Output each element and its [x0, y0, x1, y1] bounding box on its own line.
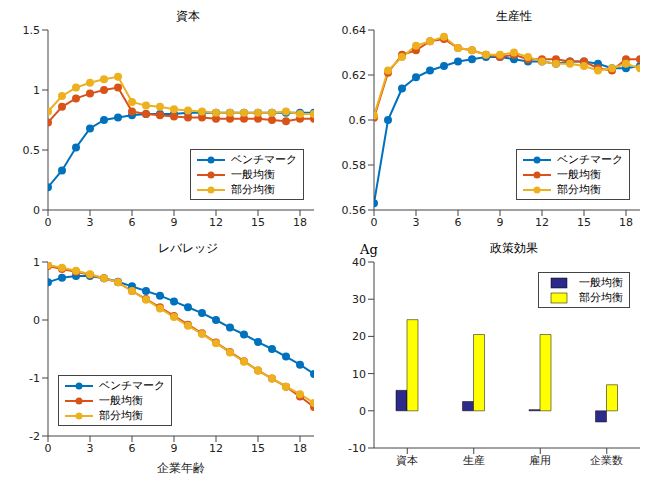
svg-text:資本: 資本 [396, 454, 418, 467]
html-text:部分均衡: 部分均衡 [231, 183, 275, 196]
html-text:一般均衡: 一般均衡 [231, 168, 275, 181]
svg-text:1.5: 1.5 [23, 24, 41, 37]
html-text:一般均衡: 一般均衡 [557, 168, 601, 181]
svg-text:企業年齢: 企業年齢 [157, 461, 205, 475]
svg-text:10: 10 [352, 368, 366, 381]
svg-text:15: 15 [577, 216, 591, 229]
svg-text:15: 15 [251, 442, 265, 455]
svg-text:0: 0 [33, 204, 40, 217]
html-text:政策効果: 政策効果 [490, 241, 538, 255]
svg-text:1: 1 [33, 84, 40, 97]
svg-text:0: 0 [359, 405, 366, 418]
svg-text:12: 12 [535, 216, 549, 229]
svg-text:企業数: 企業数 [590, 454, 623, 467]
html-text:Ag: Ag [360, 242, 378, 257]
svg-text:生産: 生産 [463, 454, 485, 467]
html-text:一般均衡: 一般均衡 [579, 276, 623, 289]
svg-text:6: 6 [455, 216, 462, 229]
svg-text:0: 0 [33, 314, 40, 327]
svg-text:0.56: 0.56 [342, 204, 367, 217]
svg-text:0: 0 [371, 216, 378, 229]
svg-text:3: 3 [413, 216, 420, 229]
html-text:資本: 資本 [176, 9, 200, 23]
html-text:一般均衡: 一般均衡 [99, 394, 143, 407]
svg-text:0.5: 0.5 [23, 144, 41, 157]
html-text:レバレッジ: レバレッジ [158, 241, 218, 255]
html-text:ベンチマーク: ベンチマーク [231, 153, 297, 166]
svg-text:-2: -2 [29, 430, 40, 443]
svg-text:-1: -1 [29, 372, 40, 385]
html-text:ベンチマーク: ベンチマーク [99, 379, 165, 392]
svg-text:9: 9 [497, 216, 504, 229]
svg-text:18: 18 [293, 216, 307, 229]
html-text:部分均衡: 部分均衡 [99, 409, 143, 422]
svg-text:18: 18 [619, 216, 633, 229]
svg-text:0.58: 0.58 [342, 159, 367, 172]
svg-text:20: 20 [352, 330, 366, 343]
html-text:部分均衡: 部分均衡 [579, 291, 623, 304]
svg-text:3: 3 [87, 216, 94, 229]
svg-text:9: 9 [171, 216, 178, 229]
svg-text:1: 1 [33, 256, 40, 269]
svg-text:3: 3 [87, 442, 94, 455]
svg-text:15: 15 [251, 216, 265, 229]
svg-text:0: 0 [45, 442, 52, 455]
svg-text:6: 6 [129, 216, 136, 229]
svg-text:-10: -10 [348, 442, 366, 455]
svg-text:30: 30 [352, 293, 366, 306]
svg-text:0.64: 0.64 [342, 24, 367, 37]
svg-text:12: 12 [209, 442, 223, 455]
svg-text:18: 18 [293, 442, 307, 455]
svg-text:6: 6 [129, 442, 136, 455]
html-text:生産性: 生産性 [496, 9, 532, 23]
svg-text:0: 0 [45, 216, 52, 229]
svg-text:40: 40 [352, 256, 366, 269]
svg-text:9: 9 [171, 442, 178, 455]
html-text:ベンチマーク: ベンチマーク [557, 153, 623, 166]
svg-text:雇用: 雇用 [529, 454, 551, 467]
svg-text:0.62: 0.62 [342, 69, 367, 82]
svg-text:0.6: 0.6 [349, 114, 367, 127]
html-text:部分均衡: 部分均衡 [557, 183, 601, 196]
svg-text:12: 12 [209, 216, 223, 229]
